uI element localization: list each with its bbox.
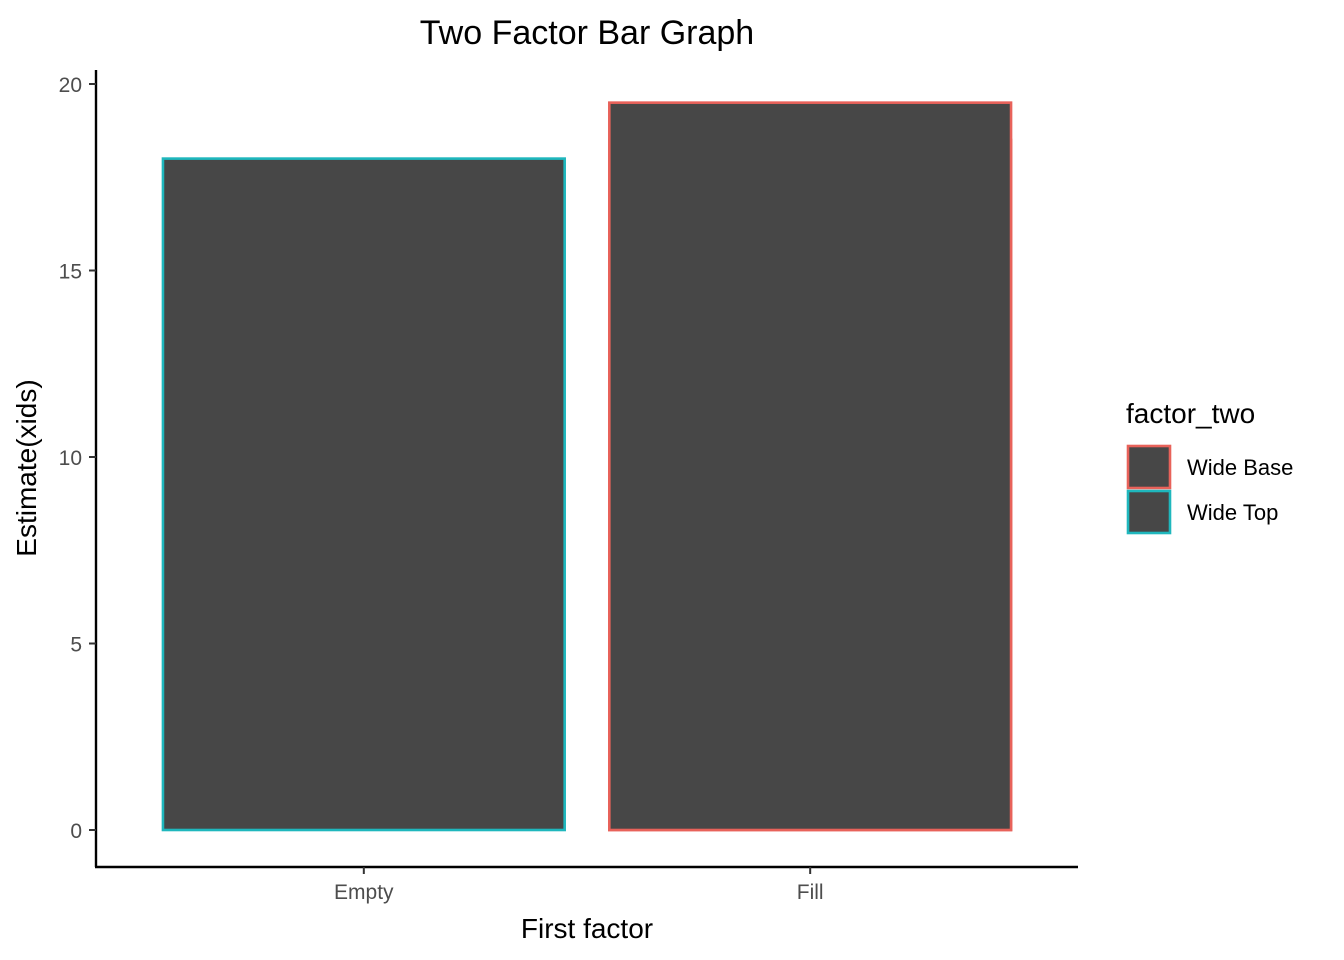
y-tick-label: 20 <box>59 74 82 97</box>
chart-title: Two Factor Bar Graph <box>420 14 754 52</box>
x-tick-label: Empty <box>334 881 394 904</box>
legend-entries: Wide Base Wide Top <box>1126 444 1293 535</box>
legend-title: factor_two <box>1126 398 1255 429</box>
y-tick-label: 5 <box>70 634 82 657</box>
legend-key <box>1126 489 1172 535</box>
x-tick-label: Fill <box>797 881 824 904</box>
y-tick-label: 0 <box>70 820 82 843</box>
y-tick-label: 15 <box>59 261 82 284</box>
legend: factor_two Wide Base Wide Top <box>1126 398 1293 535</box>
legend-key <box>1126 444 1172 490</box>
legend-label: Wide Top <box>1187 500 1278 525</box>
plot-area <box>161 101 1013 832</box>
legend-label: Wide Base <box>1187 455 1293 480</box>
y-ticks: 0 5 10 15 20 <box>59 74 96 843</box>
bar-empty-0 <box>161 157 566 832</box>
y-tick-label: 10 <box>59 447 82 470</box>
bar-fill-2 <box>608 101 1013 832</box>
y-axis-title: Estimate(xids) <box>11 379 42 556</box>
x-ticks: Empty Fill <box>334 867 824 904</box>
x-axis-title: First factor <box>521 913 653 944</box>
